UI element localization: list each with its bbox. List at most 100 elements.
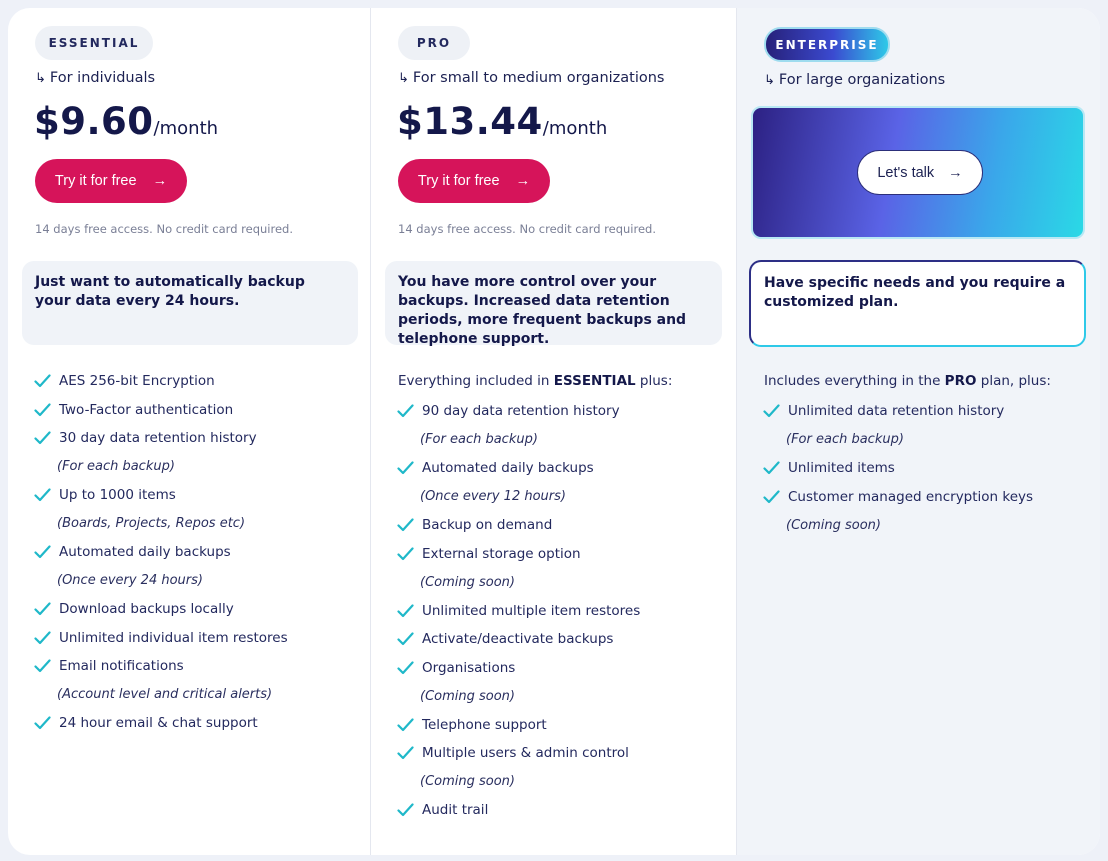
plan-badge: ESSENTIAL <box>35 26 153 60</box>
feature-item: Customer managed encryption keys <box>763 483 1033 512</box>
feature-item: Telephone support <box>397 711 640 740</box>
feature-note: (Account level and critical alerts) <box>34 681 288 710</box>
intro-prefix: Includes everything in the <box>764 373 945 389</box>
feature-item: Up to 1000 items <box>34 481 288 510</box>
feature-note: (Coming soon) <box>397 682 640 711</box>
feature-item: Download backups locally <box>34 595 288 624</box>
feature-text: (Coming soon) <box>420 688 515 704</box>
feature-text: (Coming soon) <box>786 517 881 533</box>
feature-note: (Once every 24 hours) <box>34 567 288 596</box>
feature-text: (For each backup) <box>786 432 904 448</box>
intro-suffix: plan, plus: <box>976 373 1051 389</box>
plan-price: $13.44/month <box>397 100 607 143</box>
feature-item: Unlimited items <box>763 454 1033 483</box>
feature-text: Automated daily backups <box>59 544 231 561</box>
feature-note: (For each backup) <box>397 426 640 455</box>
check-icon <box>34 602 51 616</box>
feature-text: (Account level and critical alerts) <box>57 687 273 703</box>
intro-plan: PRO <box>944 373 977 389</box>
feature-text: Telephone support <box>422 716 547 733</box>
plan-audience: ↳ For large organizations <box>764 72 945 88</box>
feature-text: AES 256-bit Encryption <box>59 373 215 390</box>
feature-item: Automated daily backups <box>34 538 288 567</box>
intro-plan: ESSENTIAL <box>553 373 636 389</box>
plan-audience: ↳ For small to medium organizations <box>398 70 664 86</box>
check-icon <box>34 631 51 644</box>
plan-description: Have specific needs and you require a cu… <box>749 260 1086 347</box>
plan-audience: ↳ For individuals <box>35 70 155 86</box>
try-free-button[interactable]: Try it for free → <box>398 159 550 203</box>
try-free-label: Try it for free <box>417 173 500 189</box>
feature-list: AES 256-bit Encryption Two-Factor authent… <box>34 367 288 738</box>
feature-text: (Coming soon) <box>420 774 515 790</box>
feature-text: Up to 1000 items <box>59 487 176 504</box>
check-icon <box>34 659 51 673</box>
plan-audience-text: For large organizations <box>778 72 946 88</box>
plan-pro: PRO ↳ For small to medium organizations $… <box>371 8 737 855</box>
feature-item: Unlimited individual item restores <box>34 624 288 653</box>
price-period: /month <box>542 118 608 139</box>
feature-text: Organisations <box>422 659 516 676</box>
check-icon <box>34 431 51 445</box>
lets-talk-button[interactable]: Let's talk → <box>857 150 983 195</box>
feature-note: (Coming soon) <box>397 768 640 797</box>
feature-text: Unlimited data retention history <box>788 403 1005 420</box>
feature-note: (Once every 12 hours) <box>397 483 640 512</box>
return-arrow-icon: ↳ <box>398 71 409 86</box>
check-icon <box>397 461 414 475</box>
feature-item: Email notifications <box>34 652 288 681</box>
feature-note: (For each backup) <box>763 426 1033 455</box>
price-period: /month <box>153 118 219 139</box>
feature-note: (Coming soon) <box>397 568 640 597</box>
plan-badge: PRO <box>398 26 470 60</box>
trial-note: 14 days free access. No credit card requ… <box>398 222 656 236</box>
feature-text: Customer managed encryption keys <box>788 488 1034 505</box>
check-icon <box>763 461 780 475</box>
check-icon <box>34 545 51 559</box>
check-icon <box>397 718 414 731</box>
try-free-button[interactable]: Try it for free → <box>35 159 187 203</box>
check-icon <box>763 404 780 418</box>
feature-item: 24 hour email & chat support <box>34 709 288 738</box>
feature-note: (Boards, Projects, Repos etc) <box>34 510 288 539</box>
feature-item: Organisations <box>397 654 640 683</box>
check-icon <box>397 632 414 646</box>
plan-audience-text: For small to medium organizations <box>412 70 665 86</box>
intro-prefix: Everything included in <box>398 373 554 389</box>
contact-card: Let's talk → <box>751 106 1085 239</box>
return-arrow-icon: ↳ <box>764 73 775 88</box>
feature-intro: Includes everything in the PRO plan, plu… <box>764 373 1051 389</box>
try-free-label: Try it for free <box>54 173 137 189</box>
feature-list: 90 day data retention history (For each b… <box>397 397 640 825</box>
feature-text: 90 day data retention history <box>422 403 620 420</box>
feature-item: AES 256-bit Encryption <box>34 367 288 396</box>
check-icon <box>34 374 51 388</box>
feature-item: External storage option <box>397 540 640 569</box>
feature-list: Unlimited data retention history (For eac… <box>763 397 1033 540</box>
check-icon <box>397 547 414 560</box>
check-icon <box>763 490 780 503</box>
feature-note: (For each backup) <box>34 453 288 482</box>
feature-item: Activate/deactivate backups <box>397 625 640 654</box>
feature-text: Unlimited individual item restores <box>59 629 288 646</box>
feature-text: 24 hour email & chat support <box>59 715 258 732</box>
check-icon <box>397 661 414 674</box>
feature-text: 30 day data retention history <box>59 430 257 447</box>
feature-text: (Coming soon) <box>420 574 515 590</box>
intro-suffix: plus: <box>635 373 673 389</box>
feature-note: (Coming soon) <box>763 511 1033 540</box>
feature-item: Multiple users & admin control <box>397 739 640 768</box>
feature-text: (Boards, Projects, Repos etc) <box>57 516 246 532</box>
feature-intro: Everything included in ESSENTIAL plus: <box>398 373 672 389</box>
plan-audience-text: For individuals <box>49 70 156 86</box>
plan-essential: ESSENTIAL ↳ For individuals $9.60/month T… <box>8 8 371 855</box>
check-icon <box>34 488 51 502</box>
feature-item: Automated daily backups <box>397 454 640 483</box>
check-icon <box>397 803 414 817</box>
arrow-right-icon: → <box>515 173 531 189</box>
price-amount: $13.44 <box>397 100 543 143</box>
feature-text: Backup on demand <box>422 517 553 534</box>
feature-item: Unlimited multiple item restores <box>397 597 640 626</box>
plan-badge: ENTERPRISE <box>764 27 890 62</box>
feature-text: External storage option <box>422 545 581 562</box>
